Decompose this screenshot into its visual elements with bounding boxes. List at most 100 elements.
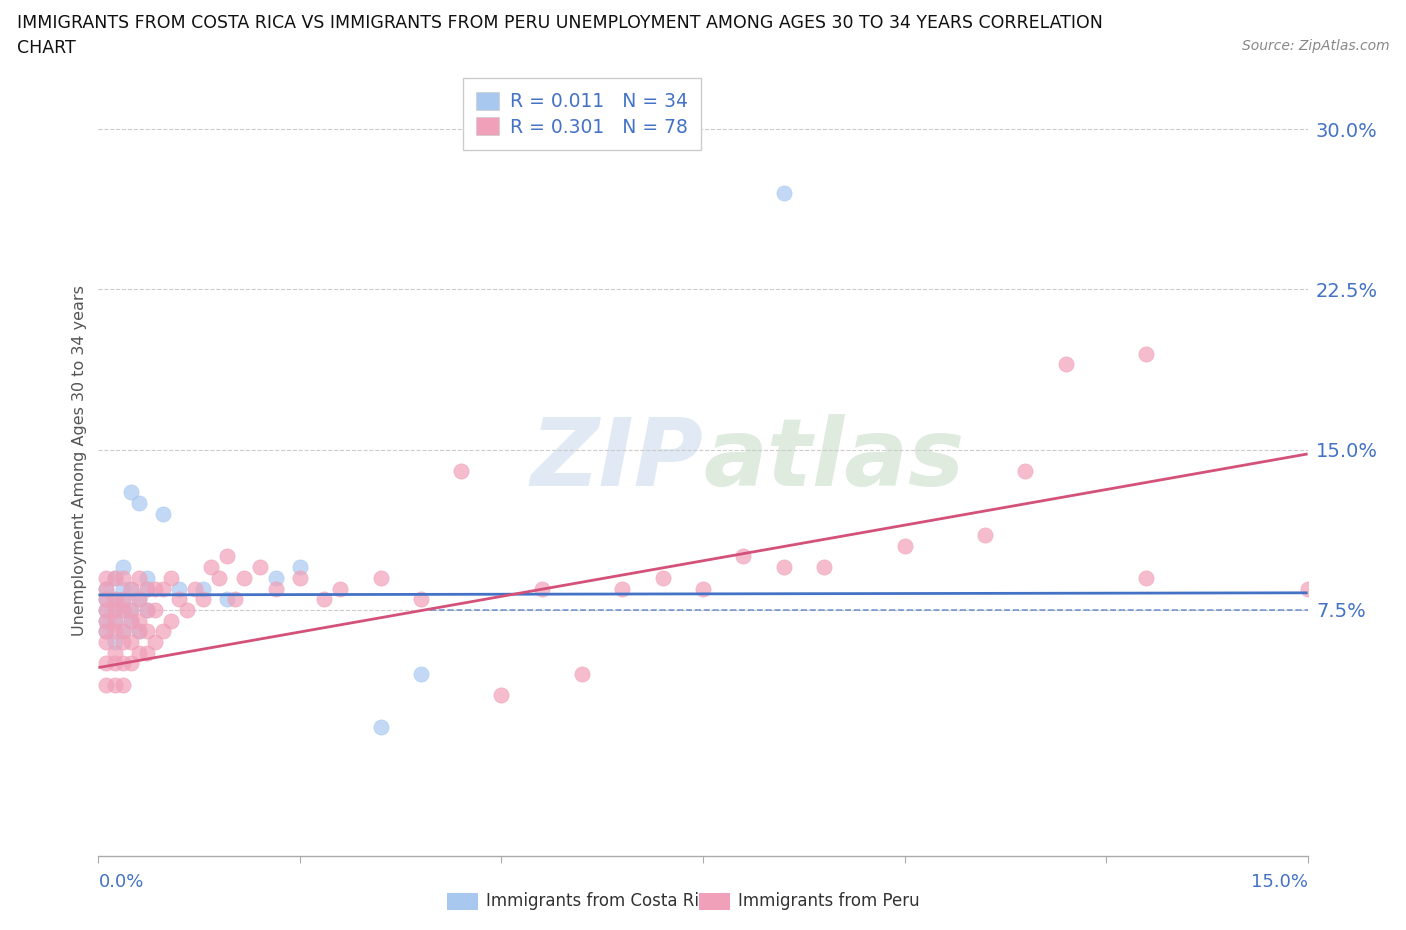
Point [193,581,215,596]
Point [111,591,134,606]
Point [813,560,835,575]
Text: ZIP: ZIP [530,415,703,506]
Text: Source: ZipAtlas.com: Source: ZipAtlas.com [1241,39,1389,53]
Point [103,603,125,618]
Point [135,603,157,618]
Point [111,603,134,618]
Point [143,581,166,596]
Point [111,634,134,649]
Point [370,570,392,585]
Point [103,570,125,585]
Point [135,645,157,660]
Point [135,581,157,596]
Point [491,688,513,703]
Text: 15.0%: 15.0% [1250,872,1308,891]
Point [96,624,118,639]
Point [128,591,150,606]
Point [103,656,125,671]
Point [329,581,352,596]
Point [128,496,150,511]
Point [1014,463,1036,478]
Point [143,603,166,618]
Text: Immigrants from Peru: Immigrants from Peru [738,892,920,910]
Point [264,570,287,585]
Point [120,656,142,671]
Point [111,624,134,639]
Point [184,581,207,596]
Point [208,570,231,585]
Point [224,591,246,606]
Point [160,570,183,585]
Point [103,603,125,618]
Point [200,560,222,575]
Point [193,591,215,606]
Point [651,570,673,585]
Point [103,677,125,692]
Point [692,581,714,596]
Text: 0.0%: 0.0% [98,872,143,891]
Point [1135,346,1157,361]
Point [135,624,157,639]
Point [96,677,118,692]
Legend: R = 0.011   N = 34, R = 0.301   N = 78: R = 0.011 N = 34, R = 0.301 N = 78 [463,78,702,150]
Point [249,560,271,575]
Point [314,591,336,606]
Point [135,603,157,618]
Point [1296,581,1319,596]
Point [128,591,150,606]
Point [120,634,142,649]
Point [120,603,142,618]
Point [288,560,311,575]
Point [96,613,118,628]
Point [288,570,311,585]
Point [103,634,125,649]
Point [370,720,392,735]
Point [128,570,150,585]
Point [120,613,142,628]
Point [409,667,432,682]
Point [128,613,150,628]
Text: CHART: CHART [17,39,76,57]
Point [96,603,118,618]
Point [96,591,118,606]
Point [120,485,142,499]
Point [152,581,174,596]
Point [217,549,239,564]
Point [111,624,134,639]
Point [571,667,593,682]
Point [111,570,134,585]
Point [103,591,125,606]
Point [120,581,142,596]
Point [96,634,118,649]
Point [530,581,553,596]
Point [96,591,118,606]
Point [111,581,134,596]
Text: Immigrants from Costa Rica: Immigrants from Costa Rica [486,892,718,910]
Point [120,613,142,628]
Point [103,645,125,660]
Point [264,581,287,596]
Point [96,581,118,596]
Point [96,656,118,671]
Point [135,581,157,596]
Point [160,613,183,628]
Point [893,538,915,553]
Point [103,613,125,628]
Point [1135,570,1157,585]
Point [450,463,472,478]
Point [232,570,254,585]
Point [96,570,118,585]
Point [103,591,125,606]
Point [974,527,997,542]
Point [120,581,142,596]
Point [103,613,125,628]
Point [167,591,190,606]
Point [96,603,118,618]
Text: IMMIGRANTS FROM COSTA RICA VS IMMIGRANTS FROM PERU UNEMPLOYMENT AMONG AGES 30 TO: IMMIGRANTS FROM COSTA RICA VS IMMIGRANTS… [17,14,1102,32]
Point [103,570,125,585]
Point [135,570,157,585]
Point [612,581,634,596]
Point [111,656,134,671]
Point [128,624,150,639]
Point [96,581,118,596]
